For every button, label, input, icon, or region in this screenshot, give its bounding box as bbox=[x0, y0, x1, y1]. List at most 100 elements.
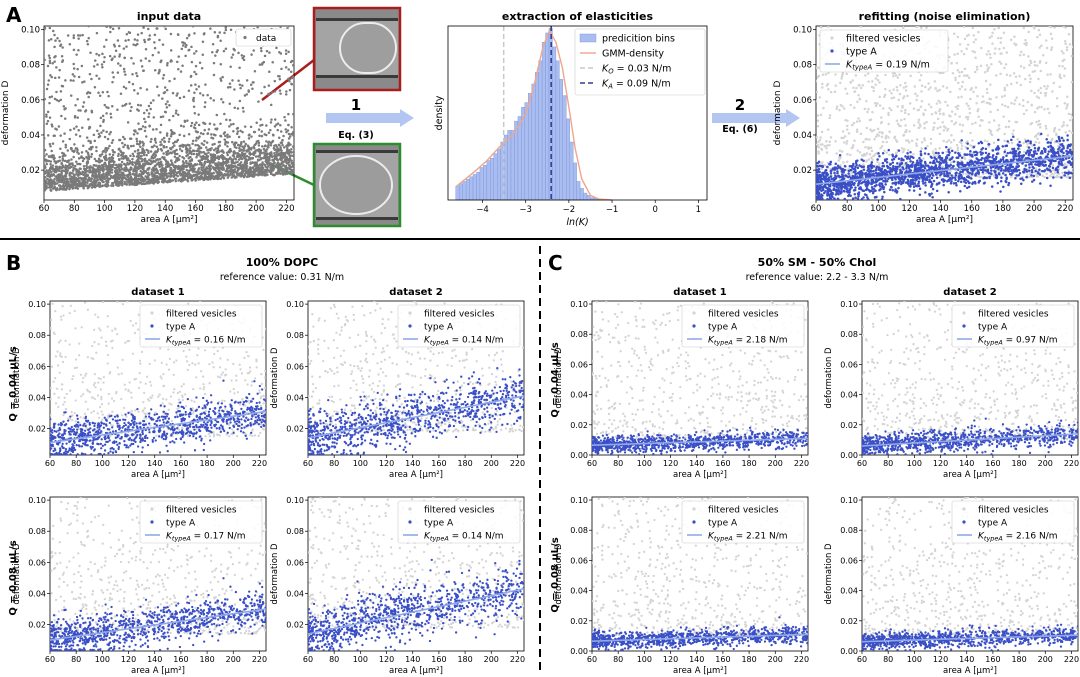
data-point bbox=[265, 157, 268, 160]
data-point bbox=[141, 147, 144, 150]
data-point bbox=[168, 103, 171, 107]
data-point bbox=[133, 150, 137, 153]
filtered-vesicle-point bbox=[903, 95, 906, 98]
data-point bbox=[120, 163, 123, 167]
data-point bbox=[221, 156, 224, 160]
gmm-density-curve bbox=[456, 28, 613, 201]
filtered-vesicle-point bbox=[985, 53, 989, 56]
data-point bbox=[105, 171, 108, 175]
data-point bbox=[128, 159, 131, 163]
data-point bbox=[167, 140, 171, 143]
filtered-vesicle-point bbox=[924, 85, 927, 89]
data-point bbox=[177, 179, 180, 182]
data-point bbox=[163, 110, 167, 114]
data-point bbox=[273, 90, 277, 93]
data-point bbox=[253, 70, 257, 73]
data-point bbox=[273, 118, 277, 121]
data-point bbox=[178, 96, 182, 100]
data-point bbox=[240, 163, 244, 167]
data-point bbox=[48, 142, 52, 146]
data-point bbox=[78, 135, 82, 138]
data-point bbox=[56, 173, 60, 177]
data-point bbox=[100, 63, 104, 66]
data-point bbox=[48, 96, 52, 99]
data-point bbox=[50, 178, 53, 181]
filtered-vesicle-point bbox=[986, 91, 989, 95]
filtered-vesicle-point bbox=[913, 85, 917, 88]
data-point bbox=[121, 171, 125, 175]
filtered-vesicle-point bbox=[878, 95, 881, 99]
y-tick-label: 0.08 bbox=[793, 61, 812, 71]
filtered-vesicle-point bbox=[919, 73, 923, 77]
data-point bbox=[138, 167, 141, 170]
data-point bbox=[161, 175, 164, 178]
filtered-vesicle-point bbox=[890, 96, 894, 100]
data-point bbox=[148, 124, 151, 128]
data-point bbox=[268, 153, 272, 156]
filtered-vesicle-point bbox=[956, 35, 960, 39]
data-point bbox=[49, 189, 53, 192]
data-point bbox=[238, 146, 241, 150]
data-point bbox=[251, 81, 255, 84]
data-point bbox=[210, 147, 213, 150]
filtered-vesicle-point bbox=[1010, 82, 1013, 86]
data-point bbox=[217, 145, 220, 148]
filtered-vesicle-point bbox=[1051, 169, 1055, 172]
data-point bbox=[117, 167, 121, 171]
data-point bbox=[220, 149, 223, 153]
data-point bbox=[139, 177, 143, 180]
filtered-vesicle-point bbox=[904, 124, 907, 127]
filtered-vesicle-point bbox=[974, 38, 978, 41]
data-point bbox=[44, 58, 46, 62]
data-point bbox=[150, 171, 154, 175]
data-point bbox=[130, 180, 133, 183]
vesicle-image-round bbox=[312, 142, 402, 228]
filtered-vesicle-point bbox=[949, 141, 953, 144]
data-point bbox=[109, 174, 113, 178]
filtered-vesicle-point bbox=[988, 121, 991, 124]
data-point bbox=[267, 140, 271, 144]
filtered-vesicle-point bbox=[863, 107, 867, 111]
data-point bbox=[108, 177, 111, 181]
data-point bbox=[71, 169, 75, 172]
type-a-point bbox=[1047, 145, 1050, 149]
filtered-vesicle-point bbox=[957, 81, 960, 85]
data-point bbox=[259, 124, 262, 127]
filtered-vesicle-point bbox=[1041, 174, 1044, 178]
data-point bbox=[242, 140, 246, 143]
data-point bbox=[258, 166, 262, 170]
data-point bbox=[73, 179, 77, 183]
data-point bbox=[121, 173, 125, 177]
data-point bbox=[59, 43, 63, 46]
filtered-vesicle-point bbox=[1016, 138, 1019, 141]
filtered-vesicle-point bbox=[1066, 95, 1069, 98]
data-point bbox=[175, 156, 179, 160]
filtered-vesicle-point bbox=[999, 72, 1002, 76]
data-point bbox=[285, 171, 289, 175]
filtered-vesicle-point bbox=[882, 95, 886, 98]
data-point bbox=[129, 137, 133, 141]
data-point bbox=[62, 105, 66, 108]
data-point bbox=[162, 157, 166, 161]
data-point bbox=[135, 71, 138, 75]
data-point bbox=[144, 175, 147, 178]
data-point bbox=[78, 34, 82, 37]
data-point bbox=[48, 26, 52, 30]
filtered-vesicle-point bbox=[1028, 63, 1031, 67]
data-point bbox=[187, 172, 191, 175]
data-point bbox=[267, 161, 270, 164]
filtered-vesicle-point bbox=[961, 80, 964, 84]
data-point bbox=[123, 104, 127, 107]
data-point bbox=[181, 41, 184, 44]
filtered-vesicle-point bbox=[1015, 81, 1019, 85]
data-point bbox=[193, 52, 196, 55]
type-a-point bbox=[934, 151, 938, 155]
filtered-vesicle-point bbox=[1022, 112, 1026, 116]
data-point bbox=[162, 169, 166, 172]
filtered-vesicle-point bbox=[1050, 172, 1053, 175]
data-point bbox=[105, 26, 108, 29]
filtered-vesicle-point bbox=[890, 92, 893, 95]
data-point bbox=[203, 162, 207, 165]
data-point bbox=[138, 162, 142, 166]
data-point bbox=[227, 169, 230, 173]
